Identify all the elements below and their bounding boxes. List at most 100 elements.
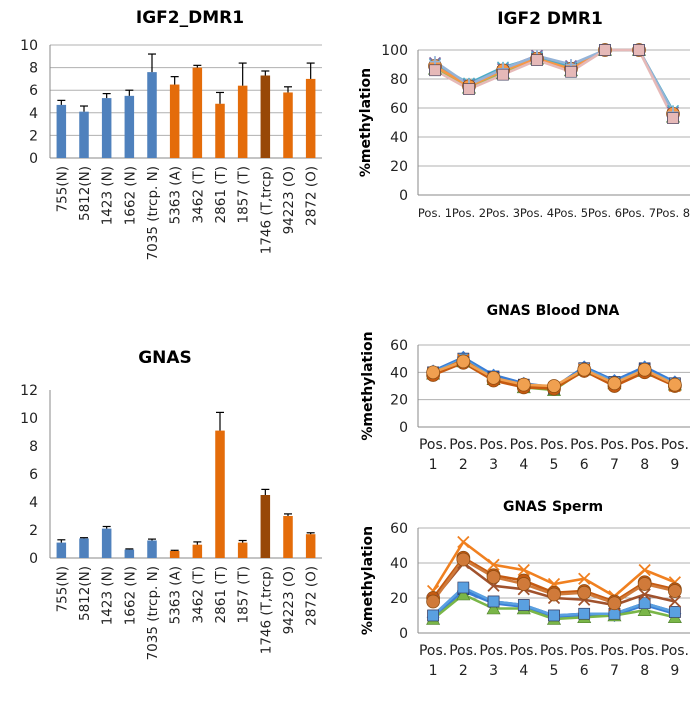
bar — [260, 495, 271, 558]
x-tick-label: 5812(N) — [77, 566, 93, 621]
y-tick-label: 12 — [20, 383, 38, 399]
data-point — [607, 596, 622, 611]
y-tick-label: 4 — [29, 106, 38, 122]
x-tick-label: Pos. 8 — [656, 206, 690, 220]
y-tick-label: 0 — [399, 420, 408, 436]
data-point — [577, 362, 592, 377]
bar — [192, 544, 203, 558]
x-tick-label: 5812(N) — [77, 166, 93, 221]
x-tick-label: Pos. 9 — [661, 437, 689, 473]
x-tick-label: 7035 (trcp. N) — [145, 166, 161, 260]
bar — [56, 104, 67, 158]
x-tick-label: 7035 (trcp. N) — [145, 566, 161, 660]
data-point — [456, 587, 471, 601]
y-tick-label: 80 — [390, 72, 408, 88]
bar — [192, 67, 203, 158]
bar — [147, 72, 157, 158]
x-tick-label: Pos. 4 — [510, 437, 538, 473]
data-point — [599, 44, 611, 56]
igf2-bar-chart: IGF2_DMR1 0 2 4 6 8 10 755(N) 5812(N) 1423 (N) 166… — [0, 0, 335, 265]
data-point — [486, 370, 501, 385]
data-point — [577, 585, 592, 600]
x-tick-label: Pos. 3 — [479, 437, 507, 473]
y-tick-label: 10 — [20, 411, 38, 427]
data-point — [457, 535, 470, 549]
data-point — [487, 558, 500, 571]
x-tick-label: 2861 (T) — [213, 566, 229, 623]
x-tick-label: Pos. 1 — [418, 206, 452, 220]
data-point — [463, 83, 475, 95]
y-tick-label: 100 — [381, 43, 408, 59]
x-tick-label: 1662 (N) — [122, 566, 138, 625]
data-point — [667, 112, 679, 124]
y-tick-label: 10 — [20, 38, 38, 54]
data-point — [637, 362, 652, 377]
bar — [56, 542, 67, 558]
y-tick-label: 60 — [390, 521, 408, 537]
y-tick-label: 0 — [399, 188, 408, 204]
bar — [237, 542, 248, 558]
y-tick-label: 6 — [29, 83, 38, 99]
x-tick-label: 1857 (T) — [236, 166, 252, 223]
x-tick-label: Pos. 5 — [540, 437, 568, 473]
x-tick-label: Pos. 3 — [486, 206, 520, 220]
x-tick-label: 755(N) — [54, 166, 70, 212]
bar — [124, 95, 135, 158]
bar — [79, 538, 89, 558]
x-tick-label: Pos. 7 — [600, 643, 628, 679]
x-tick-label: 1746 (T,trcp) — [258, 566, 274, 654]
data-point — [457, 581, 470, 594]
data-point — [668, 377, 682, 392]
x-tick-label: Pos. 7 — [600, 437, 628, 473]
bar — [79, 111, 89, 158]
bar — [101, 98, 112, 158]
bar — [147, 540, 157, 558]
bar — [283, 516, 293, 558]
x-tick-label: Pos. 3 — [479, 643, 507, 679]
bar — [169, 551, 180, 558]
gnas-bar-chart: GNAS 0 2 4 6 8 10 12 755(N) 5812(N) 1423 (N) 1662 (… — [0, 335, 335, 665]
x-tick-label: 2872 (O) — [304, 566, 320, 626]
data-point — [638, 597, 651, 610]
y-tick-label: 20 — [390, 393, 408, 409]
data-point — [565, 65, 577, 78]
x-tick-label: 1662 (N) — [122, 166, 138, 225]
x-tick-label: Pos. 4 — [510, 643, 538, 679]
bar — [124, 549, 135, 558]
data-point — [429, 64, 441, 77]
y-tick-label: 6 — [29, 467, 38, 483]
y-tick-label: 20 — [390, 591, 408, 607]
data-point — [637, 603, 652, 617]
x-tick-label: 2861 (T) — [213, 166, 229, 223]
x-tick-label: 5363 (A) — [168, 166, 184, 224]
y-tick-label: 60 — [390, 338, 408, 354]
data-point — [578, 607, 591, 620]
chart-title: IGF2 DMR1 — [497, 9, 603, 29]
x-tick-label: Pos. 8 — [631, 643, 659, 679]
x-tick-label: Pos. 2 — [449, 643, 477, 679]
x-tick-label: Pos. 6 — [570, 437, 598, 473]
data-point — [426, 594, 440, 609]
y-tick-label: 40 — [390, 365, 408, 381]
data-point — [516, 577, 531, 591]
x-tick-label: 1423 (N) — [100, 566, 116, 625]
bar — [283, 92, 293, 158]
bar — [215, 103, 225, 158]
bar — [260, 75, 271, 158]
chart-title: GNAS Blood DNA — [487, 303, 620, 319]
gnas-sperm-line-chart: GNAS Sperm 0 20 40 60 %methylation Pos. 1 Pos. 2 P… — [350, 493, 699, 713]
x-tick-label: Pos. 1 — [419, 643, 447, 679]
data-point — [456, 354, 471, 369]
data-point — [547, 587, 561, 602]
bar — [101, 528, 112, 558]
data-point — [669, 606, 681, 618]
x-tick-label: 5363 (A) — [168, 566, 184, 624]
x-tick-label: 755(N) — [54, 566, 70, 612]
x-tick-label: Pos. 8 — [631, 437, 659, 473]
y-tick-label: 4 — [29, 495, 38, 511]
x-tick-label: 94223 (O) — [281, 166, 297, 234]
y-tick-label: 0 — [29, 551, 38, 567]
y-tick-label: 20 — [390, 159, 408, 175]
data-point — [486, 570, 501, 584]
